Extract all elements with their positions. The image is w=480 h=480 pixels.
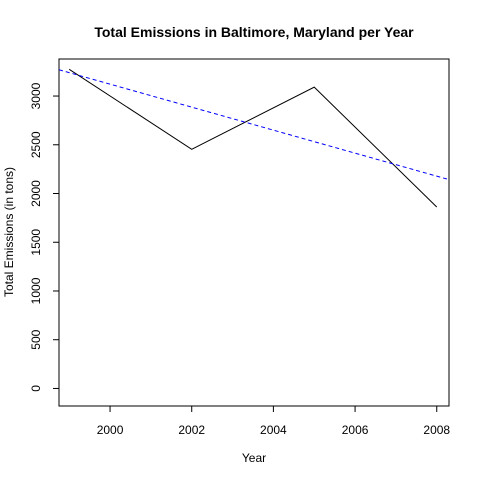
y-tick-label: 3000 bbox=[29, 82, 43, 109]
plot-area-frame bbox=[58, 58, 450, 407]
series-line bbox=[68, 68, 438, 208]
x-tick-label: 2000 bbox=[97, 423, 124, 437]
x-tick-label: 2006 bbox=[342, 423, 369, 437]
y-tick-label: 500 bbox=[29, 329, 43, 349]
x-axis: 2000 2002 2004 2006 2008 bbox=[97, 406, 450, 437]
chart-title: Total Emissions in Baltimore, Maryland p… bbox=[94, 24, 414, 40]
y-tick-label: 2000 bbox=[29, 180, 43, 207]
y-axis: 0 500 1000 1500 2000 2500 3000 bbox=[29, 82, 59, 392]
y-tick-label: 0 bbox=[29, 385, 43, 392]
x-tick-label: 2004 bbox=[260, 423, 287, 437]
y-tick-label: 2500 bbox=[29, 131, 43, 158]
series-layer bbox=[68, 68, 438, 208]
y-tick-label: 1000 bbox=[29, 277, 43, 304]
trendline bbox=[58, 69, 450, 181]
x-tick-label: 2002 bbox=[178, 423, 205, 437]
y-axis-label: Total Emissions (in tons) bbox=[2, 167, 16, 297]
y-tick-label: 1500 bbox=[29, 229, 43, 256]
x-tick-label: 2008 bbox=[423, 423, 450, 437]
x-axis-label: Year bbox=[242, 451, 266, 465]
trendline-layer bbox=[58, 69, 450, 181]
